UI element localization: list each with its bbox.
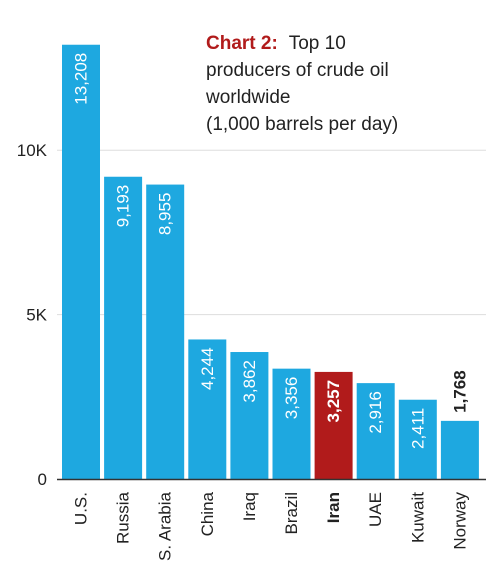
chart-title: Chart 2: Top 10 producers of crude oil w…	[205, 33, 398, 135]
value-label: 8,955	[156, 193, 175, 236]
x-tick-label: China	[198, 491, 217, 536]
bar-iraq	[230, 352, 269, 479]
value-label: 1,768	[450, 370, 469, 413]
x-axis: U.S. Russia S. Arabia China Iraq Brazil Iran UA…	[57, 478, 486, 561]
chart-title-line-4: (1,000 barrels per day)	[206, 114, 398, 135]
bar-china	[188, 339, 227, 479]
bar-u-s	[62, 44, 100, 480]
chart-title-line-1: Top 10	[289, 33, 346, 54]
value-label: 3,356	[282, 377, 301, 420]
value-label: 2,916	[366, 391, 385, 434]
value-label: 3,862	[240, 360, 259, 403]
x-tick-label: Norway	[450, 492, 469, 550]
chart-title-line-2: producers of crude oil	[206, 60, 389, 81]
y-tick-label: 0	[38, 470, 47, 489]
x-tick-label: Russia	[114, 491, 133, 544]
bar-uae	[356, 383, 395, 479]
x-tick-label: S. Arabia	[156, 491, 175, 561]
chart-title-line-3: worldwide	[205, 87, 290, 108]
x-tick-label: Kuwait	[408, 492, 427, 543]
bar-norway	[440, 420, 479, 479]
value-label: 13,208	[72, 53, 91, 105]
bar-s-arabia	[146, 184, 185, 480]
value-label: 2,411	[408, 408, 427, 449]
value-label: 9,193	[114, 185, 133, 228]
y-tick-label: 5K	[26, 306, 47, 325]
x-tick-label: Iran	[324, 492, 343, 523]
y-axis: 0 5K 10K	[17, 141, 48, 489]
chart-title-prefix: Chart 2:	[206, 33, 278, 54]
x-tick-label: UAE	[366, 492, 385, 527]
value-label: 4,244	[198, 347, 217, 390]
bar-kuwait	[398, 399, 437, 479]
svg-text:Chart 2: Top 10: Chart 2: Top 10	[206, 33, 346, 54]
bar-iran	[314, 371, 353, 479]
bar-brazil	[272, 368, 311, 479]
value-label: 3,257	[324, 380, 343, 423]
y-tick-label: 10K	[17, 141, 48, 160]
x-tick-label: Iraq	[240, 492, 259, 521]
bar-russia	[104, 176, 143, 479]
bars: 13,208 9,193 8,955 4,244 3,862 3,356 3,257 2,91…	[62, 44, 479, 480]
x-tick-label: U.S.	[72, 492, 91, 525]
x-tick-label: Brazil	[282, 492, 301, 535]
